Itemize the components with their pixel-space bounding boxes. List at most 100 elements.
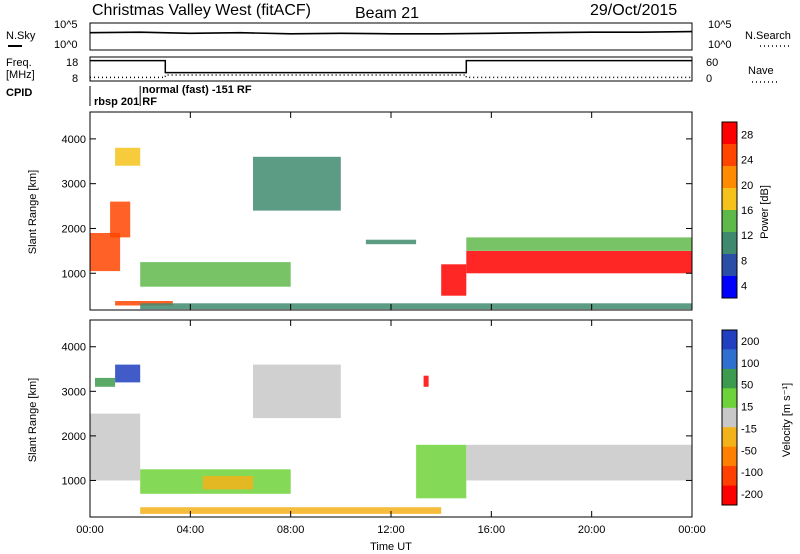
time-tick-label: 20:00 (578, 524, 606, 536)
colorbar-swatch (722, 330, 737, 350)
colorbar-tick-label: -200 (741, 489, 763, 501)
freq-panel: Freq. [MHz] 18 8 60 0 Nave (6, 56, 780, 85)
scatter-region-7 (466, 444, 693, 481)
colorbar-swatch (722, 368, 737, 389)
time-axis-label: Time UT (370, 541, 412, 553)
velocity-heatmap (90, 364, 693, 514)
colorbar-swatch (722, 427, 737, 448)
scatter-region-8 (423, 375, 429, 387)
time-tick-label: 12:00 (377, 524, 405, 536)
colorbar-tick-label: -50 (741, 445, 757, 457)
y-tick-label: 3000 (62, 386, 86, 398)
colorbar-tick-label: 200 (741, 336, 759, 348)
scatter-region-1 (110, 201, 131, 238)
nave-label: Nave (748, 65, 774, 77)
beam-label: Beam 21 (355, 5, 419, 22)
time-tick-label: 00:00 (76, 524, 104, 536)
y-tick-label: 1000 (62, 268, 86, 280)
freq-frame (89, 56, 693, 82)
scatter-region-3 (140, 262, 291, 287)
colorbar-swatch (722, 349, 737, 370)
scatter-region-0 (90, 233, 121, 272)
scatter-region-6 (466, 250, 693, 274)
colorbar-swatch (722, 188, 737, 211)
nave-series-line (90, 74, 692, 79)
scatter-region-7 (466, 237, 693, 251)
y-tick-label: 2000 (62, 223, 86, 235)
freq-tick-bottom: 8 (72, 73, 78, 85)
colorbar-swatch (722, 466, 737, 486)
colorbar-swatch (722, 210, 737, 233)
colorbar-tick-label: 4 (741, 280, 747, 292)
colorbar-swatch (722, 276, 737, 299)
noise-panel: N.Sky 10^5 10^0 10^5 10^0 N.Search (6, 19, 791, 51)
colorbar-swatch (722, 254, 737, 277)
y-tick-label: 4000 (62, 134, 86, 146)
y-tick-label: 4000 (62, 342, 86, 354)
colorbar-swatch (722, 232, 737, 255)
power-heatmap (90, 147, 693, 310)
colorbar-tick-label: 12 (741, 230, 753, 242)
scatter-region-6 (416, 444, 467, 499)
n-search-tick-top: 10^5 (708, 19, 732, 31)
power-ylabel: Slant Range [km] (27, 170, 39, 254)
noise-frame (89, 22, 693, 51)
time-axis: 00:00 04:00 08:00 12:00 16:00 20:00 00:00 (76, 112, 706, 536)
time-tick-label: 08:00 (277, 524, 305, 536)
colorbar-swatch (722, 144, 737, 167)
colorbar-tick-label: 50 (741, 380, 753, 392)
y-tick-label: 2000 (62, 431, 86, 443)
n-search-tick-bottom: 10^0 (708, 39, 732, 51)
power-panel: 4000 3000 2000 1000 Slant Range [km] 28 24 20… (27, 111, 771, 311)
scatter-region-4 (115, 301, 173, 306)
scatter-region-1 (115, 364, 141, 383)
colorbar-frame (721, 329, 738, 506)
station-title: Christmas Valley West (fitACF) (92, 2, 311, 19)
scatter-region-9 (253, 364, 341, 419)
colorbar-tick-label: -15 (741, 423, 757, 435)
velocity-ylabel: Slant Range [km] (27, 378, 39, 462)
noise-series-line (89, 30, 693, 35)
scatter-region-5 (140, 507, 442, 514)
colorbar-swatch (722, 407, 737, 428)
scatter-region-0 (90, 413, 141, 481)
scatter-region-2 (115, 147, 141, 166)
n-sky-tick-top: 10^5 (54, 19, 78, 31)
n-sky-label: N.Sky (6, 30, 36, 42)
scatter-region-4 (202, 476, 254, 490)
colorbar-tick-label: 24 (741, 155, 753, 167)
colorbar-swatch (722, 446, 737, 467)
date-label: 29/Oct/2015 (590, 2, 677, 19)
colorbar-swatch (722, 388, 737, 409)
cpid-label: CPID (6, 87, 32, 99)
velocity-panel: 4000 3000 2000 1000 Slant Range [km] 200 100… (27, 319, 793, 518)
freq-unit-label: [MHz] (6, 69, 35, 81)
colorbar-tick-label: -100 (741, 467, 763, 479)
nave-tick-bottom: 0 (706, 73, 712, 85)
cpid-segment-normal: normal (fast) -151 RF (142, 84, 252, 96)
colorbar-frame (721, 121, 738, 299)
time-tick-label: 04:00 (177, 524, 205, 536)
freq-tick-top: 18 (66, 57, 78, 69)
scatter-region-2 (95, 377, 116, 387)
power-colorbar-label: Power [dB] (759, 185, 771, 239)
scatter-region-8 (253, 156, 341, 211)
colorbar-tick-label: 16 (741, 205, 753, 217)
scatter-region-9 (365, 239, 417, 245)
power-y-axis: 4000 3000 2000 1000 (62, 134, 692, 280)
velocity-colorbar: 200 100 50 15 -15 -50 -100 -200 (721, 329, 763, 506)
colorbar-tick-label: 28 (741, 130, 753, 142)
colorbar-tick-label: 15 (741, 402, 753, 414)
velocity-y-axis: 4000 3000 2000 1000 (62, 342, 692, 487)
freq-series-line (90, 59, 692, 74)
colorbar-tick-label: 8 (741, 255, 747, 267)
scatter-region-10 (140, 303, 692, 310)
nave-tick-top: 60 (706, 57, 718, 69)
cpid-row: CPID rbsp 201 RF normal (fast) -151 RF (6, 84, 252, 108)
n-search-label: N.Search (745, 30, 791, 42)
y-tick-label: 1000 (62, 475, 86, 487)
colorbar-swatch (722, 166, 737, 189)
velocity-colorbar-label: Velocity [m s⁻¹] (781, 383, 793, 457)
colorbar-swatch (722, 122, 737, 145)
